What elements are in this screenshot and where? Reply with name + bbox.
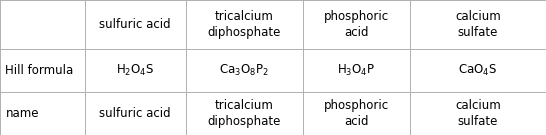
Text: $\mathrm{H}_{2}\mathrm{O}_{4}\mathrm{S}$: $\mathrm{H}_{2}\mathrm{O}_{4}\mathrm{S}$ [116, 63, 155, 78]
Text: tricalcium
diphosphate: tricalcium diphosphate [207, 10, 281, 39]
Text: sulfuric acid: sulfuric acid [99, 107, 171, 120]
Text: sulfuric acid: sulfuric acid [99, 18, 171, 31]
Text: phosphoric
acid: phosphoric acid [324, 99, 389, 128]
Text: $\mathrm{Ca}\mathrm{O}_{4}\mathrm{S}$: $\mathrm{Ca}\mathrm{O}_{4}\mathrm{S}$ [458, 63, 497, 78]
Text: calcium
sulfate: calcium sulfate [455, 10, 501, 39]
Text: calcium
sulfate: calcium sulfate [455, 99, 501, 128]
Text: Hill formula: Hill formula [5, 64, 74, 77]
Text: phosphoric
acid: phosphoric acid [324, 10, 389, 39]
Text: name: name [5, 107, 39, 120]
Text: $\mathrm{H}_{3}\mathrm{O}_{4}\mathrm{P}$: $\mathrm{H}_{3}\mathrm{O}_{4}\mathrm{P}$ [337, 63, 375, 78]
Text: tricalcium
diphosphate: tricalcium diphosphate [207, 99, 281, 128]
Text: $\mathrm{Ca}_{3}\mathrm{O}_{8}\mathrm{P}_{2}$: $\mathrm{Ca}_{3}\mathrm{O}_{8}\mathrm{P}… [219, 63, 269, 78]
